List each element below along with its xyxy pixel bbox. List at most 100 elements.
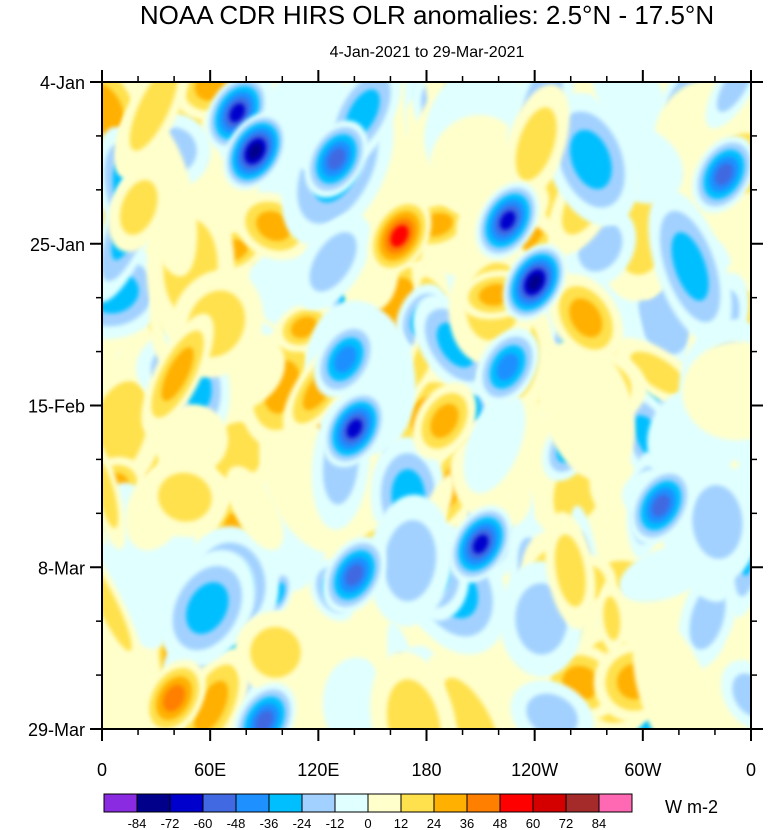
x-axis: 0 60E 120E 180 120W 60W 0 xyxy=(97,70,756,780)
x-tick-label: 0 xyxy=(97,760,107,780)
anomaly-contour xyxy=(158,472,212,522)
x-tick-label: 180 xyxy=(411,760,441,780)
colorbar-swatch xyxy=(433,793,468,813)
anomaly-contour xyxy=(346,419,363,438)
colorbar-swatch xyxy=(169,793,204,813)
anomaly-contour xyxy=(526,693,578,729)
anomaly-contour xyxy=(226,465,284,551)
colorbar-swatch xyxy=(235,793,270,813)
colorbar-label: 48 xyxy=(493,816,507,830)
units-label: W m-2 xyxy=(665,797,718,817)
x-tick-label: 120E xyxy=(297,760,339,780)
colorbar-label: 12 xyxy=(394,816,408,830)
anomaly-contour xyxy=(499,211,516,230)
anomaly-contour xyxy=(714,163,734,186)
colorbar-swatch xyxy=(565,793,600,813)
anomaly-contour xyxy=(386,679,441,729)
anomaly-contour xyxy=(250,626,301,678)
colorbar-swatch xyxy=(598,793,633,813)
anomaly-contour xyxy=(255,710,274,729)
colorbar-swatch xyxy=(301,793,336,813)
anomaly-contour xyxy=(248,143,262,160)
y-tick-label: 25-Jan xyxy=(30,235,85,255)
y-tick-label: 8-Mar xyxy=(38,558,85,578)
anomaly-contour xyxy=(334,345,357,373)
colorbar-swatch xyxy=(103,793,138,813)
anomaly-contour xyxy=(692,485,743,559)
colorbar-label: 84 xyxy=(592,816,606,830)
x-tick-label: 0 xyxy=(746,760,756,780)
anomaly-contour xyxy=(463,392,526,494)
colorbar-swatch xyxy=(268,793,303,813)
colorbar-label: 72 xyxy=(559,816,573,830)
colorbar-swatch xyxy=(466,793,501,813)
x-tick-label: 60W xyxy=(624,760,661,780)
anomaly-contour xyxy=(384,520,437,602)
anomaly-contour xyxy=(309,232,357,292)
x-tick-label: 120W xyxy=(511,760,558,780)
colorbar-label: 24 xyxy=(427,816,441,830)
colorbar-swatch xyxy=(400,793,435,813)
colorbar-label: -24 xyxy=(293,816,312,830)
anomaly-contour xyxy=(569,298,603,338)
anomaly-contour xyxy=(345,563,364,587)
colorbar-swatch xyxy=(532,793,567,813)
colorbar-label: -12 xyxy=(326,816,345,830)
colorbar-swatch xyxy=(334,793,369,813)
anomaly-contour xyxy=(159,404,229,474)
anomaly-contour xyxy=(569,129,612,190)
anomaly-contour xyxy=(671,232,709,301)
anomaly-contour xyxy=(390,224,409,248)
anomaly-contour xyxy=(528,274,542,291)
anomaly-contour xyxy=(630,351,688,396)
anomaly-contour xyxy=(290,316,318,339)
anomaly-contour xyxy=(554,534,586,607)
x-tick-label: 60E xyxy=(194,760,226,780)
chart-subtitle: 4-Jan-2021 to 29-Mar-2021 xyxy=(330,44,525,61)
y-tick-label: 15-Feb xyxy=(28,397,85,417)
anomaly-field xyxy=(102,82,751,729)
colorbar-label: 60 xyxy=(526,816,540,830)
anomaly-contour xyxy=(194,680,229,729)
chart-title: NOAA CDR HIRS OLR anomalies: 2.5°N - 17.… xyxy=(140,0,714,30)
anomaly-contour xyxy=(161,347,194,401)
colorbar-label: -36 xyxy=(260,816,279,830)
anomaly-contour xyxy=(651,494,670,517)
anomaly-contour xyxy=(102,558,132,652)
anomaly-contour xyxy=(119,180,158,235)
anomaly-contour xyxy=(186,582,229,634)
colorbar-label: 36 xyxy=(460,816,474,830)
colorbar-label: -84 xyxy=(128,816,147,830)
colorbar-label: 0 xyxy=(364,816,371,830)
anomaly-contour xyxy=(229,103,245,123)
anomaly-contour xyxy=(430,403,459,439)
anomaly-contour xyxy=(443,677,499,729)
anomaly-contour xyxy=(256,211,292,242)
anomaly-contour xyxy=(472,534,489,554)
plot-area xyxy=(102,82,751,729)
anomaly-contour xyxy=(540,338,636,482)
anomaly-contour xyxy=(496,353,519,381)
anomaly-contour xyxy=(129,82,178,151)
anomaly-contour xyxy=(632,616,718,729)
anomaly-contour xyxy=(102,83,125,137)
anomaly-contour xyxy=(682,341,751,441)
colorbar-label: -72 xyxy=(161,816,180,830)
anomaly-contour xyxy=(515,107,557,181)
anomaly-contour xyxy=(163,684,186,712)
y-axis: 4-Jan 25-Jan 15-Feb 8-Mar 29-Mar xyxy=(28,73,763,740)
anomaly-contour xyxy=(327,147,346,171)
y-tick-label: 4-Jan xyxy=(40,73,85,93)
anomaly-contour xyxy=(102,460,119,529)
colorbar: -84 -72 -60 -48 -36 -24 -12 0 12 24 36 48 60 72 84 xyxy=(103,793,633,830)
anomaly-contour xyxy=(603,596,621,641)
colorbar-swatch xyxy=(202,793,237,813)
colorbar-label: -48 xyxy=(227,816,246,830)
colorbar-swatch xyxy=(136,793,171,813)
anomaly-contour xyxy=(716,82,751,112)
y-tick-label: 29-Mar xyxy=(28,720,85,740)
colorbar-swatch xyxy=(367,793,402,813)
colorbar-swatch xyxy=(499,793,534,813)
colorbar-label: -60 xyxy=(194,816,213,830)
